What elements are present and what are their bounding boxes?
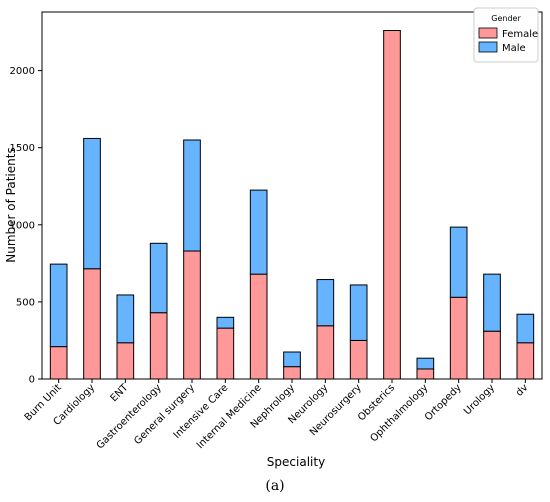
bar-male-ortopedy [449,226,468,298]
legend-swatch-female [478,27,498,39]
y-ticks: 0 500 1000 1500 2000 [10,66,42,386]
bar-female-cardiology [83,268,101,380]
bar-male-ent [116,294,135,344]
legend-title: Gender [491,14,521,23]
bar-male-cardiology [83,137,101,270]
y-axis-title: Number of Patients [4,147,18,262]
bar-male-nephrology [283,351,301,368]
x-tick-label: ENT [109,382,131,404]
x-tick-label: dv [514,382,531,399]
x-tick-label: Ortopedy [423,382,464,423]
bar-male-neurology [316,279,335,327]
bar-male-intensive-care [216,316,235,329]
bars-layer [49,30,535,380]
x-axis-title: Speciality [267,455,325,469]
bar-female-obsterics [383,30,401,380]
legend: Gender Female Male [473,7,539,63]
bar-male-ophthalmology [416,357,435,370]
legend-swatch-male [478,41,498,53]
y-tick-label: 1500 [10,143,35,154]
bar-male-burn-unit [49,263,68,348]
bar-female-ophthalmology [416,368,435,380]
legend-label-male: Male [502,43,526,54]
figure-caption: (a) [265,478,285,494]
bar-female-internal-medicine [249,273,268,380]
y-tick-label: 0 [29,375,35,386]
bar-male-dv [516,313,535,344]
bar-female-burn-unit [49,346,68,380]
bar-male-internal-medicine [249,189,268,275]
bar-female-neurosurgery [349,339,368,380]
y-tick-label: 2000 [10,66,35,77]
bar-female-ent [116,342,135,380]
bar-female-urology [483,330,501,380]
bar-male-neurosurgery [349,284,368,341]
legend-label-female: Female [502,29,538,40]
y-tick-label: 500 [16,297,35,308]
plot-frame [41,11,543,380]
x-tick-label: Internal Medicine [195,382,264,451]
stacked-bar-chart: Number of Patients Speciality 0 500 1000 15… [4,7,543,469]
x-tick-label: General surgery [132,382,197,447]
x-tick-label: Ophthalmology [368,382,430,444]
bar-female-intensive-care [216,327,235,380]
bar-female-dv [516,342,535,380]
y-tick-label: 1000 [10,220,35,231]
bar-male-general-surgery [183,139,201,252]
bar-female-neurology [316,325,335,380]
x-tick-label: Urology [462,382,497,417]
bar-female-general-surgery [183,250,201,380]
bar-male-urology [483,273,501,332]
bar-female-ortopedy [449,296,468,380]
bar-male-gastroenterology [149,242,168,314]
bar-female-gastroenterology [149,312,168,380]
bar-female-nephrology [283,366,301,380]
